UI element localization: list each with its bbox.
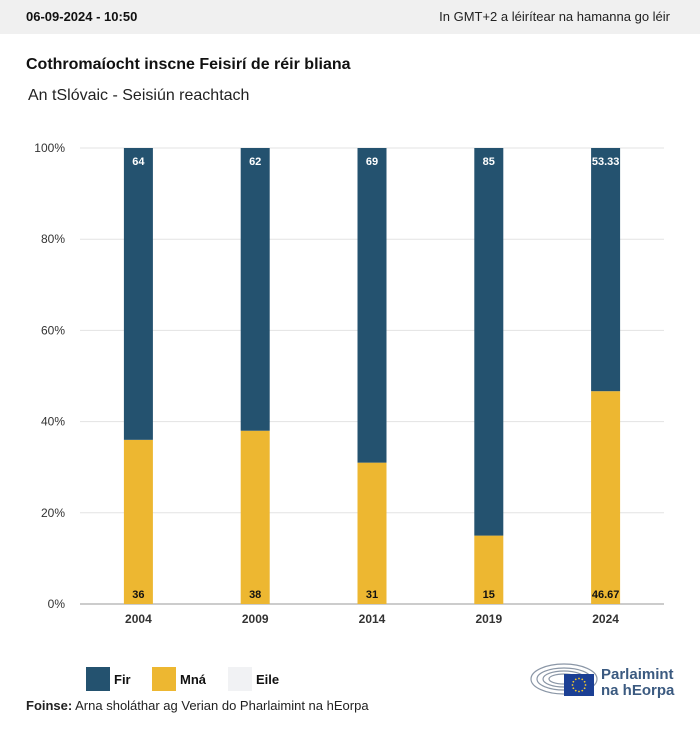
- eu-flag-icon: [564, 674, 594, 696]
- data-label-women: 15: [483, 589, 495, 601]
- data-label-men: 69: [366, 156, 378, 168]
- legend-swatch-men: [86, 667, 110, 691]
- x-tick-label: 2019: [475, 612, 502, 626]
- bar-segment-2009-1: [240, 148, 270, 431]
- y-tick-label: 0%: [48, 597, 66, 611]
- legend-swatch-women: [152, 667, 176, 691]
- data-label-women: 38: [249, 589, 261, 601]
- data-label-women: 36: [132, 589, 144, 601]
- european-parliament-logo: [530, 663, 598, 696]
- data-label-men: 64: [132, 156, 145, 168]
- bar-segment-2004-1: [123, 148, 153, 440]
- data-label-men: 62: [249, 156, 261, 168]
- y-tick-label: 20%: [41, 506, 65, 520]
- y-tick-label: 80%: [41, 232, 65, 246]
- x-tick-label: 2014: [359, 612, 386, 626]
- logo-text: Parlaimint na hEorpa: [601, 667, 674, 699]
- y-tick-label: 60%: [41, 323, 65, 337]
- data-label-men: 85: [483, 156, 495, 168]
- legend-label-other: Eile: [256, 672, 280, 687]
- y-tick-label: 40%: [41, 415, 65, 429]
- x-tick-label: 2024: [592, 612, 619, 626]
- bar-segment-2024-0: [591, 391, 621, 604]
- bar-segment-2019-0: [474, 535, 504, 604]
- bar-segment-2019-1: [474, 148, 504, 536]
- chart-title: Cothromaíocht inscne Feisirí de réir bli…: [26, 56, 351, 73]
- bar-segment-2024-1: [591, 148, 621, 392]
- logo-line-2: na hEorpa: [601, 682, 675, 699]
- y-tick-label: 100%: [34, 141, 65, 155]
- bar-segment-2009-0: [240, 430, 270, 604]
- legend-swatch-other: [228, 667, 252, 691]
- x-tick-label: 2004: [125, 612, 152, 626]
- eu-stars-icon: [571, 677, 587, 693]
- x-tick-label: 2009: [242, 612, 269, 626]
- source-label: Foinse:: [26, 698, 73, 713]
- data-label-women: 46.67: [592, 589, 620, 601]
- data-label-women: 31: [366, 589, 378, 601]
- source-note: Foinse: Arna sholáthar ag Verian do Phar…: [26, 698, 369, 713]
- legend-label-men: Fir: [114, 672, 131, 687]
- data-label-men: 53.33: [592, 156, 620, 168]
- logo-line-1: Parlaimint: [601, 666, 674, 683]
- bar-segment-2014-1: [357, 148, 387, 463]
- stacked-bar-chart: 0% 20% 40% 60% 80% 100% 36 64 2004 38 62 2009 31 69 20…: [34, 141, 664, 626]
- top-bar: 06-09-2024 - 10:50 In GMT+2 a léirítear …: [0, 0, 700, 34]
- legend-label-women: Mná: [180, 672, 206, 687]
- bar-segment-2014-0: [357, 462, 387, 604]
- bar-segment-2004-0: [123, 439, 153, 604]
- timestamp: 06-09-2024 - 10:50: [26, 9, 138, 24]
- source-text: Arna sholáthar ag Verian do Pharlaimint …: [75, 698, 369, 713]
- timezone-note: In GMT+2 a léirítear na hamanna go léir: [439, 9, 670, 24]
- chart-subtitle: An tSlóvaic - Seisiún reachtach: [28, 87, 250, 104]
